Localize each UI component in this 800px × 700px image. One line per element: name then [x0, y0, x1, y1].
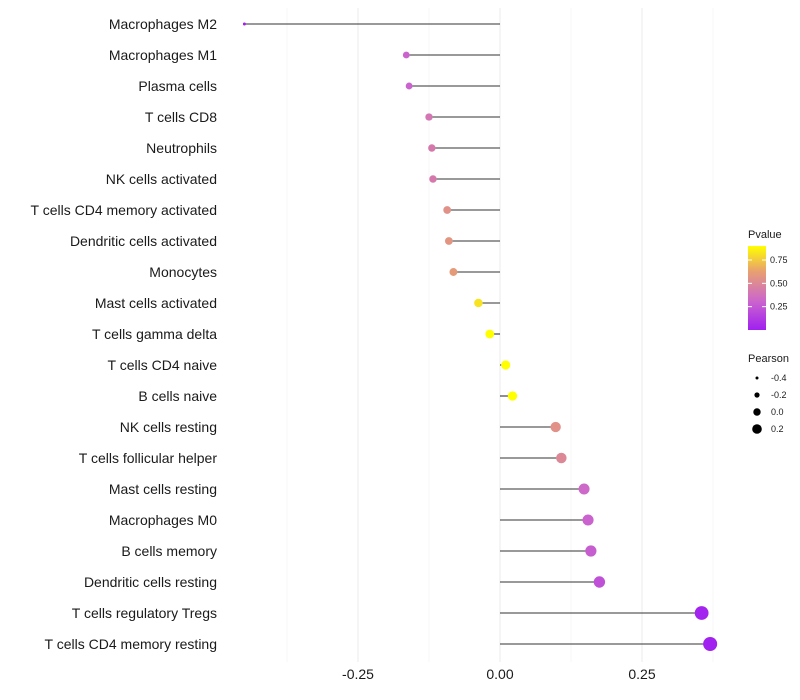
pvalue-tick-label-2: 0.25: [770, 302, 788, 312]
point-18: [593, 576, 606, 588]
point-2: [405, 82, 413, 90]
category-label-14: T cells follicular helper: [79, 450, 218, 466]
point-19: [694, 606, 709, 620]
x-tick-labels: -0.25 0.00 0.25: [342, 666, 656, 682]
category-label-10: T cells gamma delta: [92, 326, 217, 342]
point-6: [443, 206, 452, 214]
pearson-legend-dot-1: [754, 392, 760, 398]
category-label-5: NK cells activated: [106, 171, 217, 187]
pvalue-colorbar: [748, 246, 766, 330]
pearson-legend-items: -0.4 -0.2 0.0 0.2: [752, 373, 787, 434]
category-label-12: B cells naive: [138, 388, 217, 404]
category-label-16: Macrophages M0: [109, 512, 217, 528]
point-13: [550, 421, 561, 433]
pvalue-legend-ticks: 0.75 0.50 0.25: [748, 255, 788, 312]
point-14: [556, 452, 567, 464]
category-label-20: T cells CD4 memory resting: [45, 636, 217, 652]
point-8: [449, 268, 458, 276]
point-11: [501, 360, 511, 370]
category-label-2: Plasma cells: [138, 78, 217, 94]
pearson-legend-dot-0: [755, 376, 759, 380]
pearson-legend-label-1: -0.2: [771, 390, 787, 400]
category-label-4: Neutrophils: [146, 140, 217, 156]
category-label-19: T cells regulatory Tregs: [72, 605, 217, 621]
category-label-11: T cells CD4 naive: [108, 357, 218, 373]
dot-layer: [242, 22, 718, 651]
x-tick-label-0: -0.25: [342, 666, 374, 682]
point-1: [402, 51, 410, 59]
category-label-17: B cells memory: [121, 543, 217, 559]
category-labels: Macrophages M2 Macrophages M1 Plasma cells…: [31, 16, 218, 652]
point-16: [582, 514, 594, 526]
pearson-legend-label-2: 0.0: [771, 407, 784, 417]
category-label-0: Macrophages M2: [109, 16, 217, 32]
grid-layer: [286, 8, 714, 662]
pearson-legend-dot-3: [752, 424, 762, 434]
pvalue-legend: Pvalue 0.75 0.50 0.25: [748, 229, 788, 330]
pearson-legend-dot-2: [753, 408, 761, 416]
pvalue-tick-label-1: 0.50: [770, 278, 788, 288]
point-3: [425, 113, 433, 121]
point-17: [585, 545, 597, 557]
point-15: [578, 483, 590, 495]
category-label-9: Mast cells activated: [95, 295, 217, 311]
pvalue-legend-title: Pvalue: [748, 229, 782, 241]
x-tick-label-1: 0.00: [486, 666, 513, 682]
pearson-legend-label-3: 0.2: [771, 424, 784, 434]
pvalue-tick-label-0: 0.75: [770, 255, 788, 265]
stem-layer: [244, 23, 711, 645]
category-label-6: T cells CD4 memory activated: [31, 202, 217, 218]
point-0: [242, 22, 246, 26]
pearson-legend: Pearson -0.4 -0.2 0.0 0.2: [748, 353, 789, 434]
point-20: [703, 637, 718, 651]
point-12: [507, 391, 518, 401]
category-label-15: Mast cells resting: [109, 481, 217, 497]
point-4: [428, 144, 436, 152]
point-5: [429, 175, 437, 183]
category-label-13: NK cells resting: [120, 419, 217, 435]
x-tick-label-2: 0.25: [628, 666, 655, 682]
point-7: [444, 237, 453, 245]
category-label-18: Dendritic cells resting: [84, 574, 217, 590]
pearson-legend-label-0: -0.4: [771, 373, 787, 383]
pearson-legend-title: Pearson: [748, 353, 789, 365]
point-9: [474, 298, 483, 308]
category-label-7: Dendritic cells activated: [70, 233, 217, 249]
category-label-3: T cells CD8: [145, 109, 217, 125]
category-label-8: Monocytes: [149, 264, 217, 280]
point-10: [485, 329, 495, 339]
category-label-1: Macrophages M1: [109, 47, 217, 63]
